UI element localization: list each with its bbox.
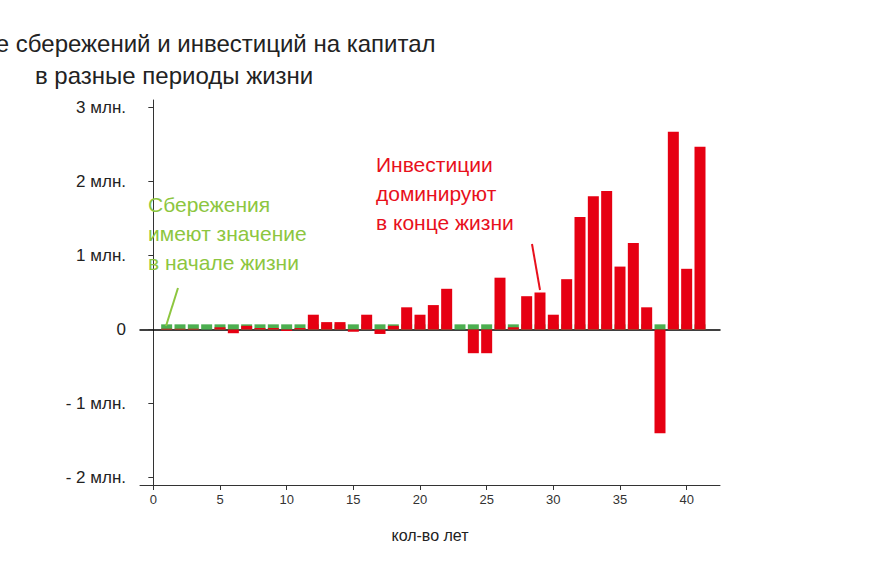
- svg-text:в начале жизни: в начале жизни: [148, 251, 299, 274]
- svg-text:- 1 млн.: - 1 млн.: [66, 394, 126, 413]
- svg-text:в разные периоды жизни: в разные периоды жизни: [35, 62, 313, 89]
- svg-text:10: 10: [279, 492, 293, 507]
- svg-text:3 млн.: 3 млн.: [76, 98, 126, 117]
- svg-text:0: 0: [117, 320, 126, 339]
- svg-text:доминируют: доминируют: [376, 182, 497, 205]
- svg-text:20: 20: [413, 492, 427, 507]
- svg-text:Сбережения: Сбережения: [148, 193, 270, 216]
- svg-text:25: 25: [479, 492, 493, 507]
- svg-text:15: 15: [346, 492, 360, 507]
- svg-text:в конце жизни: в конце жизни: [376, 211, 514, 234]
- svg-text:имеют значение: имеют значение: [148, 222, 307, 245]
- svg-text:1 млн.: 1 млн.: [76, 246, 126, 265]
- svg-text:30: 30: [546, 492, 560, 507]
- svg-text:0: 0: [150, 492, 157, 507]
- svg-text:35: 35: [613, 492, 627, 507]
- svg-text:2 млн.: 2 млн.: [76, 172, 126, 191]
- svg-text:- 2 млн.: - 2 млн.: [66, 468, 126, 487]
- svg-text:кол-во лет: кол-во лет: [391, 527, 469, 544]
- svg-text:Влияние сбережений и инвестици: Влияние сбережений и инвестиций на капит…: [0, 30, 436, 57]
- svg-text:Инвестиции: Инвестиции: [376, 153, 493, 176]
- svg-text:40: 40: [679, 492, 693, 507]
- svg-text:5: 5: [216, 492, 223, 507]
